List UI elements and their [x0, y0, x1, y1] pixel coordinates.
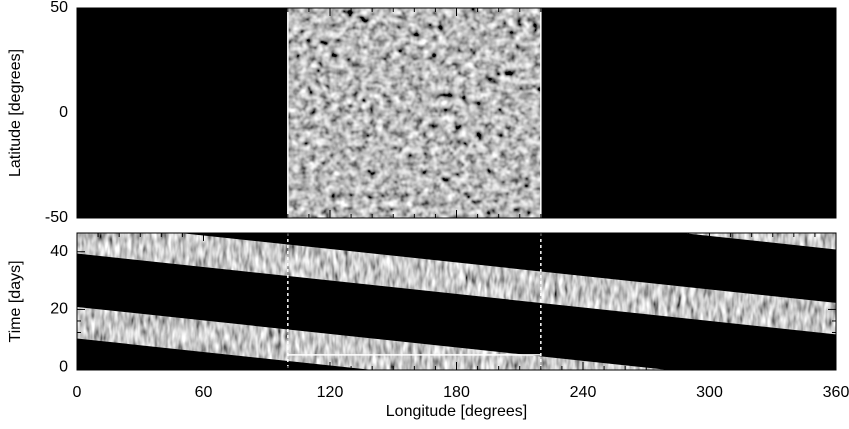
x-axis-label: Longitude [degrees] [386, 403, 527, 420]
y-tick-label: 0 [59, 358, 68, 375]
x-tick-label: 360 [823, 384, 849, 401]
x-tick-label: 300 [696, 384, 723, 401]
x-tick-label: 0 [73, 384, 82, 401]
y-axis-label: Time [days] [7, 260, 24, 342]
y-tick-label: 0 [59, 104, 68, 121]
x-tick-label: 180 [443, 384, 470, 401]
y-tick-label: 40 [50, 243, 68, 260]
y-axis-label: Latitude [degrees] [7, 49, 24, 177]
x-tick-label: 120 [317, 384, 344, 401]
x-tick-label: 60 [195, 384, 213, 401]
x-tick-label: 240 [570, 384, 597, 401]
y-tick-label: 20 [50, 301, 68, 318]
image-region [287, 8, 541, 218]
y-tick-label: -50 [45, 209, 68, 226]
y-tick-label: 50 [50, 0, 68, 16]
